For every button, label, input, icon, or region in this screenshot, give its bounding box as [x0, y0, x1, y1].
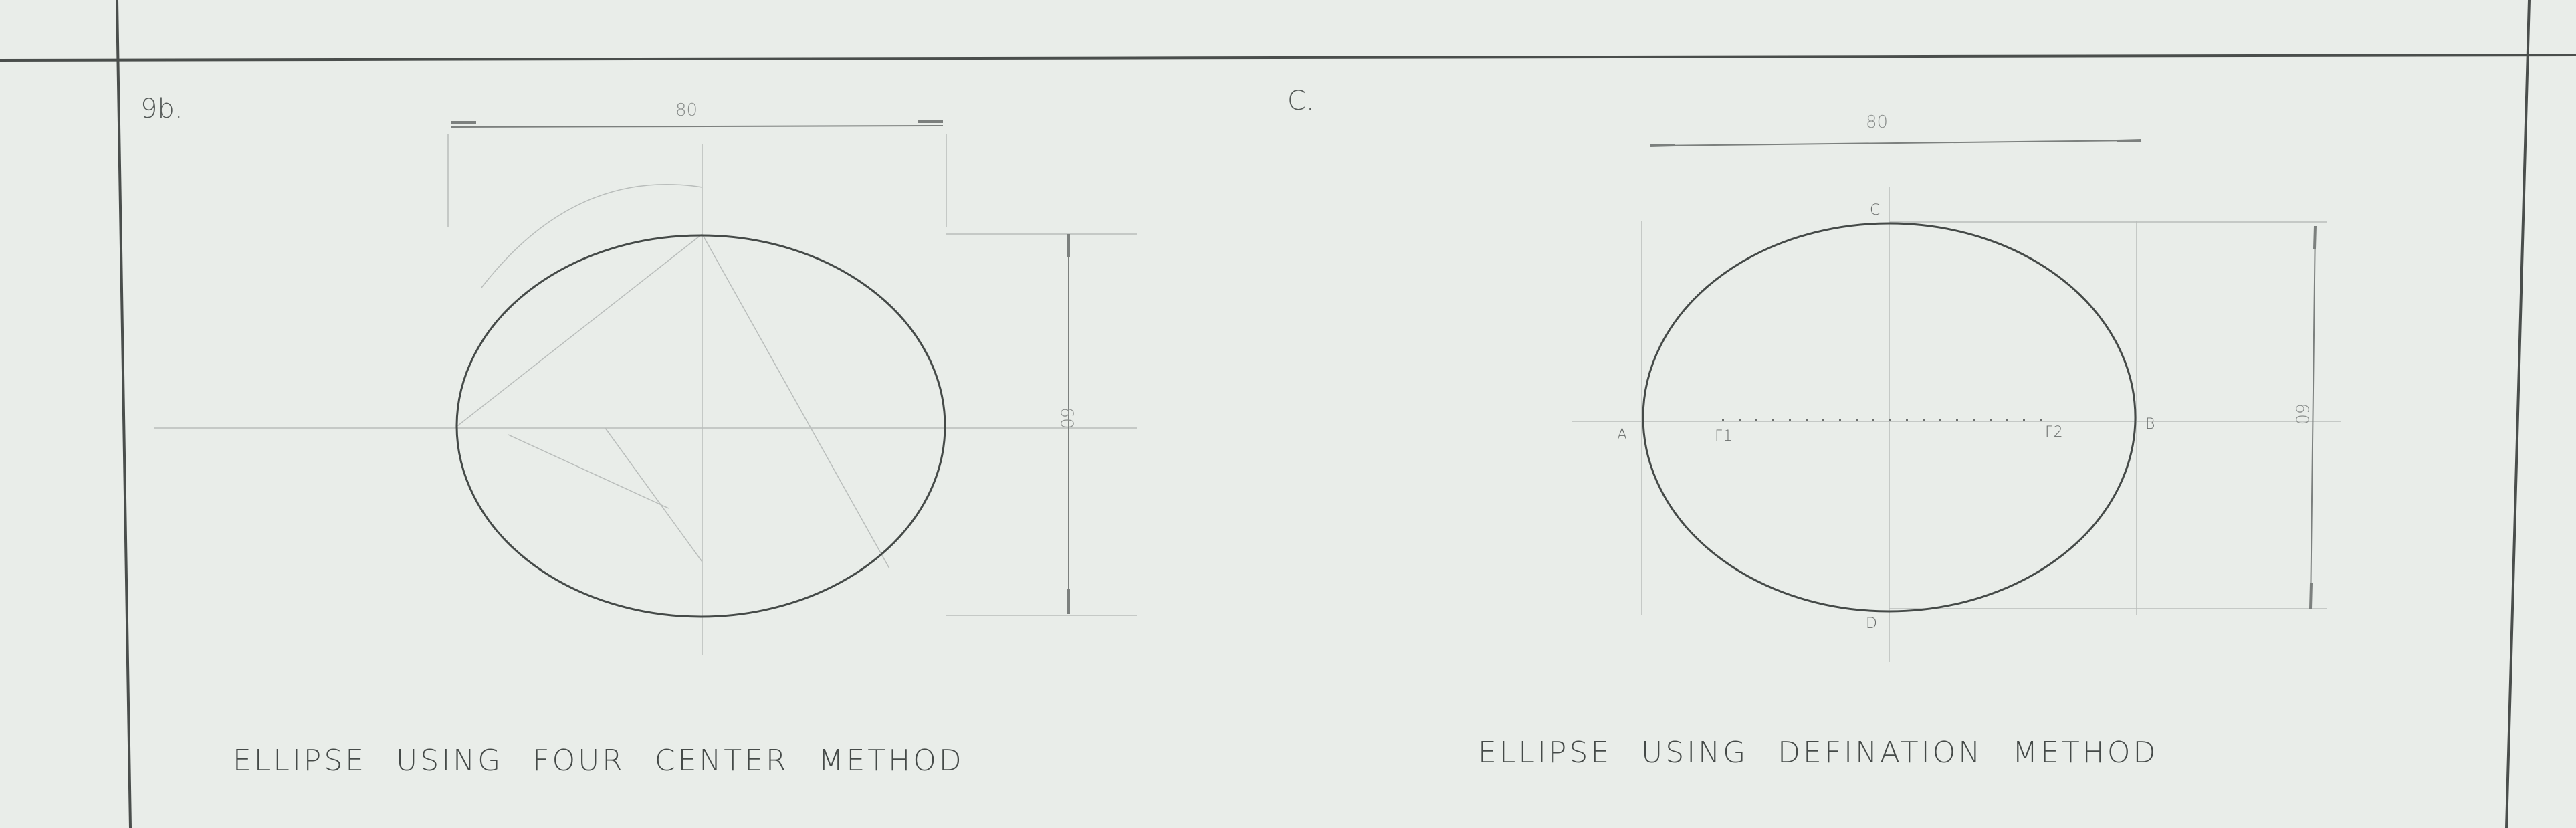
point-a-label: A	[1617, 427, 1628, 443]
point-c-label: C	[1870, 202, 1881, 219]
right-caption: ELLIPSE USING DEFINATION METHOD	[1478, 736, 2159, 770]
right-height-dimension: 60	[2291, 403, 2312, 425]
definition-ellipse	[1642, 222, 2137, 613]
point-b-label: B	[2145, 416, 2155, 433]
four-center-dimensions	[451, 120, 1070, 614]
point-d-label: D	[1866, 615, 1877, 632]
left-height-dimension: 60	[1056, 407, 1077, 429]
focus-2-label: F2	[2045, 424, 2063, 441]
definition-dimensions	[1650, 139, 2317, 609]
right-width-dimension: 80	[1866, 112, 1889, 132]
problem-number-c: C.	[1287, 86, 1315, 116]
focus-1-label: F1	[1715, 428, 1733, 445]
definition-construction	[1572, 187, 2341, 662]
left-caption: ELLIPSE USING FOUR CENTER METHOD	[233, 744, 964, 778]
four-center-construction	[154, 134, 1137, 655]
left-width-dimension: 80	[675, 100, 698, 120]
four-center-ellipse	[455, 234, 946, 618]
problem-number-b: 9b.	[140, 94, 183, 124]
